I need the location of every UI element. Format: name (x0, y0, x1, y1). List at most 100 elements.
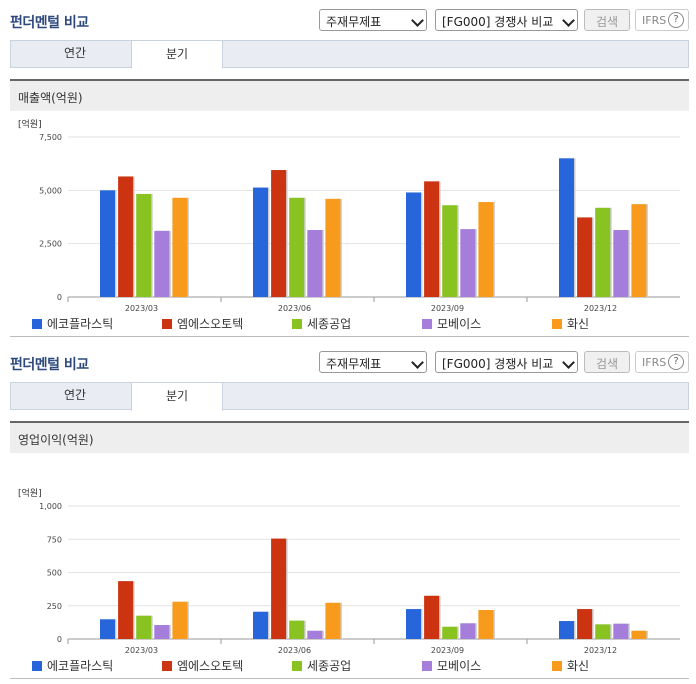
bar-4-2023-06[interactable] (307, 630, 323, 639)
bar-5-2023-03[interactable] (172, 601, 188, 639)
y-tick-label: 750 (47, 535, 62, 544)
legend-item-3[interactable]: 세종공업 (292, 657, 351, 674)
unit-label: [억원] (18, 118, 42, 130)
bar-3-2023-06[interactable] (289, 197, 305, 297)
chevron-down-icon (411, 356, 424, 369)
legend-swatch (162, 661, 172, 671)
bar-2-2023-03[interactable] (118, 176, 134, 297)
statement-select-value: 주재무제표 (326, 357, 382, 371)
panel-header: 펀더멘털 비교 주재무제표 [FG000] 경쟁사 비교 검색 IFRS ? (0, 0, 696, 34)
bar-3-2023-09[interactable] (442, 205, 458, 297)
legend-item-3[interactable]: 세종공업 (292, 315, 351, 332)
bar-3-2023-12[interactable] (595, 624, 611, 639)
compare-select[interactable]: [FG000] 경쟁사 비교 (435, 351, 578, 373)
ifrs-button[interactable]: IFRS ? (635, 9, 689, 31)
legend-swatch (292, 319, 302, 329)
legend-item-1[interactable]: 에코플라스틱 (32, 657, 113, 674)
legend-label: 엠에스오토텍 (177, 317, 244, 331)
legend-item-2[interactable]: 엠에스오토텍 (162, 657, 243, 674)
legend-item-2[interactable]: 엠에스오토텍 (162, 315, 243, 332)
bar-2-2023-09[interactable] (424, 595, 440, 639)
bar-2-2023-12[interactable] (577, 609, 593, 639)
legend-swatch (422, 661, 432, 671)
bar-2-2023-09[interactable] (424, 181, 440, 297)
statement-select[interactable]: 주재무제표 (319, 351, 427, 373)
y-tick-label: 7,500 (39, 133, 62, 142)
bar-4-2023-09[interactable] (460, 229, 476, 297)
legend-item-4[interactable]: 모베이스 (422, 657, 481, 674)
divider (10, 678, 689, 679)
bar-1-2023-03[interactable] (100, 619, 115, 639)
legend-swatch (552, 661, 562, 671)
bar-5-2023-06[interactable] (325, 602, 341, 639)
ifrs-label: IFRS (642, 14, 667, 27)
panel-title: 펀더멘털 비교 (10, 357, 89, 373)
bar-3-2023-03[interactable] (136, 193, 152, 297)
bar-2-2023-06[interactable] (271, 170, 287, 297)
x-tick-label: 2023/12 (584, 646, 617, 655)
bar-3-2023-03[interactable] (136, 615, 152, 639)
divider (10, 336, 689, 337)
tab-annual[interactable]: 연간 (63, 388, 87, 402)
bar-4-2023-09[interactable] (460, 623, 476, 639)
ifrs-button[interactable]: IFRS ? (635, 351, 689, 373)
y-tick-label: 2,500 (39, 240, 62, 249)
chart-title: 영업이익(억원) (18, 433, 94, 447)
legend-item-5[interactable]: 화신 (552, 657, 589, 674)
y-tick-label: 0 (57, 293, 62, 302)
legend-swatch (32, 661, 42, 671)
y-tick-label: 250 (47, 602, 62, 611)
bar-1-2023-06[interactable] (253, 611, 268, 639)
compare-select[interactable]: [FG000] 경쟁사 비교 (435, 9, 578, 31)
sales-bar-chart: [억원] 0 2,500 5,000 7,500 2023/03 2023/06 2023/0… (18, 118, 680, 313)
bar-4-2023-06[interactable] (307, 230, 323, 297)
bar-5-2023-12[interactable] (631, 204, 647, 297)
bar-3-2023-06[interactable] (289, 620, 305, 639)
help-icon[interactable]: ? (668, 12, 684, 28)
legend-item-1[interactable]: 에코플라스틱 (32, 315, 113, 332)
fundamental-panel-sales: 펀더멘털 비교 주재무제표 [FG000] 경쟁사 비교 검색 IFRS ? 연… (0, 0, 696, 337)
bar-2-2023-03[interactable] (118, 581, 134, 639)
tab-quarterly[interactable]: 분기 (131, 382, 223, 411)
search-button[interactable]: 검색 (584, 9, 630, 31)
bar-5-2023-09[interactable] (478, 610, 494, 639)
legend-swatch (292, 661, 302, 671)
bar-5-2023-03[interactable] (172, 197, 188, 297)
bar-4-2023-03[interactable] (154, 625, 170, 639)
y-tick-label: 1,000 (39, 502, 62, 511)
bar-1-2023-03[interactable] (100, 190, 115, 297)
y-tick-label: 0 (57, 635, 62, 644)
bar-1-2023-06[interactable] (253, 187, 268, 297)
bar-1-2023-09[interactable] (406, 192, 421, 297)
bar-4-2023-12[interactable] (613, 623, 629, 639)
bar-5-2023-06[interactable] (325, 198, 341, 297)
bar-1-2023-12[interactable] (559, 621, 574, 639)
operating-profit-bar-chart: [억원] 0 250 500 750 1,000 2023/03 2023/06 2023/09… (18, 487, 680, 655)
legend-label: 세종공업 (307, 317, 352, 331)
bar-5-2023-12[interactable] (631, 630, 647, 639)
fundamental-panel-operating-profit: 펀더멘털 비교 주재무제표 [FG000] 경쟁사 비교 검색 IFRS ? 연… (0, 342, 696, 684)
tab-quarterly[interactable]: 분기 (131, 40, 223, 69)
search-button[interactable]: 검색 (584, 351, 630, 373)
legend-label: 에코플라스틱 (47, 317, 114, 331)
x-tick-label: 2023/09 (431, 304, 464, 313)
bar-1-2023-12[interactable] (559, 158, 574, 297)
help-icon[interactable]: ? (668, 354, 684, 370)
legend-label: 에코플라스틱 (47, 659, 114, 673)
bar-1-2023-09[interactable] (406, 609, 421, 639)
bar-5-2023-09[interactable] (478, 202, 494, 297)
period-tabs: 연간 분기 (10, 40, 689, 69)
bar-4-2023-03[interactable] (154, 230, 170, 297)
chevron-down-icon (411, 14, 424, 27)
legend-item-5[interactable]: 화신 (552, 315, 589, 332)
bar-4-2023-12[interactable] (613, 230, 629, 297)
statement-select[interactable]: 주재무제표 (319, 9, 427, 31)
legend-swatch (32, 319, 42, 329)
bar-3-2023-09[interactable] (442, 626, 458, 639)
bar-2-2023-06[interactable] (271, 538, 287, 639)
bar-2-2023-12[interactable] (577, 217, 593, 297)
bar-3-2023-12[interactable] (595, 207, 611, 297)
x-tick-label: 2023/09 (431, 646, 464, 655)
tab-annual[interactable]: 연간 (63, 46, 87, 60)
legend-item-4[interactable]: 모베이스 (422, 315, 481, 332)
